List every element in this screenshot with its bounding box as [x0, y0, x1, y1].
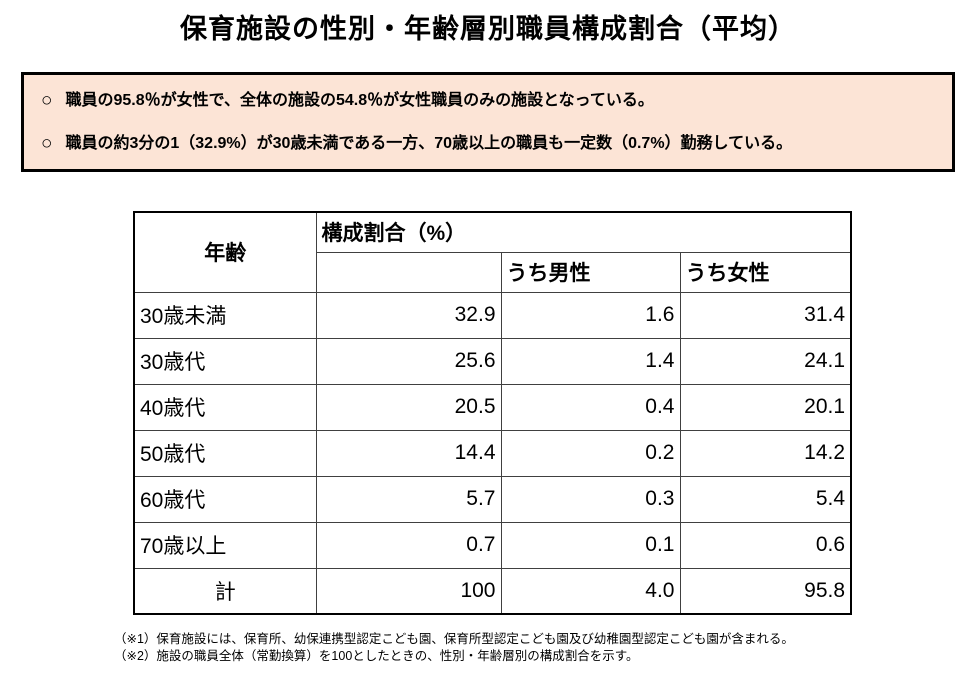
- total-cell: 0.7: [315, 521, 502, 569]
- table-row: 60歳代 5.7 0.3 5.4: [133, 475, 852, 523]
- total-cell: 25.6: [315, 337, 502, 385]
- female-cell: 5.4: [679, 475, 852, 523]
- age-cell: 70歳以上: [133, 521, 317, 569]
- table-total-row: 計 100 4.0 95.8: [133, 567, 852, 615]
- blank-header-cell: [315, 251, 502, 293]
- age-cell: 40歳代: [133, 383, 317, 431]
- page-title: 保育施設の性別・年齢層別職員構成割合（平均）: [180, 14, 796, 44]
- male-cell: 0.4: [500, 383, 681, 431]
- table-row: 30歳代 25.6 1.4 24.1: [133, 337, 852, 385]
- footnotes: （※1）保育施設には、保育所、幼保連携型認定こども園、保育所型認定こども園及び幼…: [114, 631, 794, 665]
- total-cell: 5.7: [315, 475, 502, 523]
- table-row: 30歳未満 32.9 1.6 31.4: [133, 291, 852, 339]
- table-row: 40歳代 20.5 0.4 20.1: [133, 383, 852, 431]
- ratio-header-cell: 構成割合（%）: [315, 211, 852, 253]
- female-cell: 31.4: [679, 291, 852, 339]
- summary-notice-box: ○ 職員の95.8％が女性で、全体の施設の54.8％が女性職員のみの施設となって…: [21, 72, 955, 172]
- female-cell: 0.6: [679, 521, 852, 569]
- age-header-cell: 年齢: [133, 211, 317, 293]
- total-cell: 20.5: [315, 383, 502, 431]
- age-cell: 30歳未満: [133, 291, 317, 339]
- notice-text: 職員の約3分の1（32.9%）が30歳未満である一方、70歳以上の職員も一定数（…: [65, 134, 793, 152]
- male-cell: 1.6: [500, 291, 681, 339]
- male-cell: 0.1: [500, 521, 681, 569]
- footnote-line: （※1）保育施設には、保育所、幼保連携型認定こども園、保育所型認定こども園及び幼…: [114, 632, 794, 646]
- age-cell: 60歳代: [133, 475, 317, 523]
- female-header-cell: うち女性: [679, 251, 852, 293]
- table-header-row-1: 年齢 構成割合（%）: [133, 211, 852, 293]
- table-row: 70歳以上 0.7 0.1 0.6: [133, 521, 852, 569]
- male-header-cell: うち男性: [500, 251, 681, 293]
- total-cell: 14.4: [315, 429, 502, 477]
- notice-text: 職員の95.8％が女性で、全体の施設の54.8％が女性職員のみの施設となっている…: [65, 91, 654, 109]
- male-cell: 1.4: [500, 337, 681, 385]
- age-cell: 計: [133, 567, 317, 615]
- total-cell: 100: [315, 567, 502, 615]
- age-cell: 50歳代: [133, 429, 317, 477]
- notice-item: ○ 職員の約3分の1（32.9%）が30歳未満である一方、70歳以上の職員も一定…: [34, 132, 942, 156]
- staff-composition-table: 年齢 構成割合（%） うち男性 うち女性 30歳未満 32.9 1.6 31.4…: [133, 211, 853, 615]
- total-cell: 32.9: [315, 291, 502, 339]
- male-cell: 0.3: [500, 475, 681, 523]
- female-cell: 14.2: [679, 429, 852, 477]
- female-cell: 24.1: [679, 337, 852, 385]
- footnote-line: （※2）施設の職員全体（常勤換算）を100としたときの、性別・年齢層別の構成割合…: [114, 649, 639, 663]
- circle-bullet-icon: ○: [41, 132, 53, 154]
- female-cell: 95.8: [679, 567, 852, 615]
- female-cell: 20.1: [679, 383, 852, 431]
- table-row: 50歳代 14.4 0.2 14.2: [133, 429, 852, 477]
- notice-item: ○ 職員の95.8％が女性で、全体の施設の54.8％が女性職員のみの施設となって…: [34, 89, 942, 113]
- age-cell: 30歳代: [133, 337, 317, 385]
- male-cell: 0.2: [500, 429, 681, 477]
- circle-bullet-icon: ○: [41, 89, 53, 111]
- male-cell: 4.0: [500, 567, 681, 615]
